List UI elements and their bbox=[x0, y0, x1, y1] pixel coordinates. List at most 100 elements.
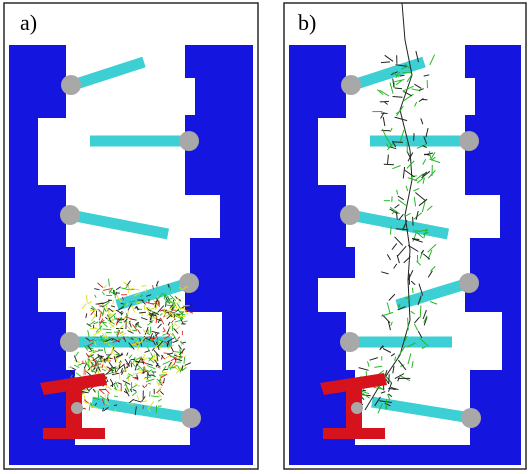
tree-edge bbox=[101, 398, 105, 405]
tree-edge bbox=[430, 266, 436, 272]
tree-edge bbox=[391, 140, 397, 148]
bar bbox=[68, 56, 146, 92]
tree-edge bbox=[151, 370, 156, 378]
tree-edge bbox=[420, 249, 425, 254]
tree-edge bbox=[97, 354, 102, 362]
tree-edge bbox=[392, 165, 401, 170]
tree-edge bbox=[123, 336, 127, 342]
tree-edge bbox=[387, 393, 391, 400]
tree-edge bbox=[108, 287, 114, 294]
tree-edge bbox=[126, 336, 133, 340]
bar bbox=[115, 277, 191, 311]
tool-tip-joint bbox=[71, 402, 83, 414]
tree-edge bbox=[394, 236, 404, 246]
tree-edge bbox=[81, 303, 87, 309]
tree-edge bbox=[175, 308, 180, 313]
tree-edge bbox=[102, 332, 108, 341]
tree-edge bbox=[113, 366, 117, 369]
tree-edge bbox=[165, 308, 173, 314]
tree-edge bbox=[177, 336, 181, 340]
tree-edge bbox=[397, 199, 408, 207]
tree-edge bbox=[151, 347, 155, 351]
tree-edge bbox=[388, 382, 393, 392]
tree-edge bbox=[117, 306, 125, 311]
tree-edge bbox=[412, 238, 423, 243]
tree-trunk bbox=[364, 2, 413, 411]
pivot-joint bbox=[461, 408, 481, 428]
tree-edge bbox=[105, 306, 110, 312]
tree-edge bbox=[397, 359, 407, 371]
tree-edge bbox=[392, 79, 405, 83]
tree-edge bbox=[146, 306, 151, 309]
tree-edge bbox=[144, 326, 149, 335]
tree-edge bbox=[157, 398, 162, 402]
tree-edge bbox=[141, 396, 146, 402]
tree-edge bbox=[414, 173, 424, 182]
tree-edge bbox=[152, 285, 154, 290]
tree-edge bbox=[176, 297, 180, 301]
tree-edge bbox=[162, 333, 166, 336]
tree-edge bbox=[391, 210, 396, 215]
tree-edge bbox=[150, 307, 155, 310]
tree-edge bbox=[160, 373, 168, 379]
tree-edge bbox=[107, 386, 112, 391]
tree-edge bbox=[126, 402, 134, 405]
tree-edge bbox=[429, 158, 441, 164]
tree-edge bbox=[144, 350, 150, 353]
tree-edge bbox=[86, 342, 94, 347]
tree-edge bbox=[399, 74, 405, 77]
tree-edge bbox=[116, 331, 123, 335]
tree-edge bbox=[413, 187, 420, 192]
tree-edge bbox=[423, 315, 428, 323]
tree-edge bbox=[414, 101, 418, 107]
tree-edge bbox=[147, 382, 152, 385]
tree-edge bbox=[104, 333, 109, 340]
tree-edge bbox=[380, 391, 386, 394]
tree-edge bbox=[91, 406, 98, 409]
tree-edge bbox=[130, 337, 134, 341]
tree-edge bbox=[159, 390, 165, 395]
tree-edge bbox=[118, 321, 123, 324]
tree-edge bbox=[421, 201, 426, 213]
tree-edge bbox=[396, 189, 399, 195]
tree-edge bbox=[113, 315, 116, 320]
tree-edge bbox=[115, 286, 121, 291]
tree-edge bbox=[136, 358, 141, 367]
tree-edge bbox=[116, 319, 120, 324]
tree-edge bbox=[173, 302, 177, 307]
tree-edge bbox=[110, 305, 116, 308]
tree-edge bbox=[140, 317, 148, 321]
tree-edge bbox=[411, 361, 414, 368]
tree-edge bbox=[156, 353, 159, 362]
tree-edge bbox=[412, 232, 417, 242]
tree-edge bbox=[92, 397, 100, 401]
tree-edge bbox=[164, 335, 170, 340]
tree-edge bbox=[120, 332, 127, 337]
tree-edge bbox=[84, 345, 89, 351]
tree-edge bbox=[116, 329, 120, 336]
tree-edge bbox=[149, 332, 154, 340]
tree-edge bbox=[392, 141, 404, 143]
tree-edge bbox=[126, 302, 129, 306]
tree-edge bbox=[91, 362, 94, 368]
tree-edge bbox=[97, 363, 99, 367]
tree-edge bbox=[159, 317, 165, 325]
tree-edge bbox=[361, 390, 370, 395]
tree-edge bbox=[383, 163, 394, 166]
right-wall bbox=[465, 45, 521, 445]
tree-edge bbox=[162, 360, 171, 365]
tree-edge bbox=[394, 356, 397, 361]
tree-edge bbox=[99, 355, 103, 360]
tree-edge bbox=[154, 332, 160, 337]
tree-edge bbox=[385, 399, 388, 410]
tree-edge bbox=[90, 369, 96, 373]
tree-edge bbox=[423, 74, 430, 77]
tree-edge bbox=[93, 330, 102, 336]
tree-edge bbox=[155, 301, 159, 310]
tree-edge bbox=[157, 340, 164, 348]
tree-edge bbox=[75, 351, 79, 357]
tree-edge bbox=[92, 388, 96, 393]
tree-edge bbox=[151, 357, 156, 362]
tree-edge bbox=[146, 294, 152, 297]
